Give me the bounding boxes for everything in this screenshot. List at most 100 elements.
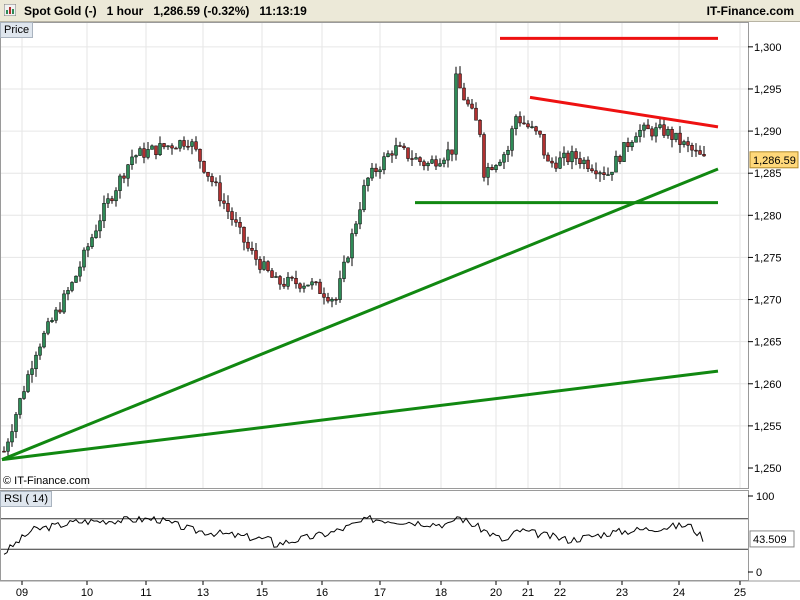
price-tick-label: 1,270 xyxy=(754,295,782,307)
time-tick-label: 17 xyxy=(374,587,386,599)
candle-body xyxy=(618,155,622,162)
trendlines xyxy=(1,36,719,462)
candle-body xyxy=(226,203,230,212)
candle-body xyxy=(530,126,534,128)
candle-body xyxy=(658,124,662,128)
candle-body xyxy=(270,270,274,278)
candle-body xyxy=(578,158,582,165)
candle-body xyxy=(506,150,510,155)
last-price-value: 1,286.59 xyxy=(753,155,796,167)
rsi-line xyxy=(3,514,704,555)
time-tick-label: 21 xyxy=(522,587,534,599)
candle-body xyxy=(682,141,686,145)
candle-body xyxy=(130,156,134,165)
candle-body xyxy=(170,145,174,149)
candle-body xyxy=(518,116,522,124)
candle-body xyxy=(326,297,330,302)
candle-body xyxy=(358,209,362,225)
time-tick-label: 22 xyxy=(554,587,566,599)
candle-body xyxy=(242,226,246,243)
candle-body xyxy=(450,149,454,155)
candle-body xyxy=(582,159,586,165)
rsi-tick-label: 100 xyxy=(756,491,774,503)
candle-body xyxy=(22,391,26,399)
candle-body xyxy=(338,278,342,300)
candle-body xyxy=(78,266,82,277)
candle-body xyxy=(262,261,266,270)
chart-title: Spot Gold (-) 1 hour 1,286.59 (-0.32%) 1… xyxy=(24,4,307,18)
time-tick-label: 23 xyxy=(616,587,628,599)
time-tick-label: 25 xyxy=(734,587,746,599)
candle-body xyxy=(178,140,182,149)
candle-body xyxy=(550,160,554,164)
candle-body xyxy=(410,158,414,160)
candle-body xyxy=(162,143,166,148)
time-tick-label: 11 xyxy=(140,587,151,599)
price-tick-label: 1,300 xyxy=(754,42,782,54)
last-price-badge xyxy=(749,151,799,169)
candle-body xyxy=(678,132,682,145)
candle-body xyxy=(362,185,366,211)
candle-body xyxy=(498,161,502,166)
candle-body xyxy=(594,170,598,175)
candle-body xyxy=(390,153,394,156)
price-axis-ticks: 1,250 1,255 1,260 1,265 1,270 1,275 1,280 1,285… xyxy=(748,42,782,475)
candle-body xyxy=(542,133,546,156)
candle-body xyxy=(106,198,110,204)
candle-body xyxy=(222,200,226,204)
candle-body xyxy=(382,156,386,171)
candle-body xyxy=(494,165,498,170)
candle-body xyxy=(430,159,434,164)
site-name: IT-Finance.com xyxy=(706,4,794,18)
candle-body xyxy=(274,276,278,278)
candle-body xyxy=(314,281,318,284)
candle-body xyxy=(54,309,58,321)
candle-body xyxy=(290,276,294,279)
candle-body xyxy=(46,321,50,334)
price-tick-label: 1,285 xyxy=(754,168,782,180)
price-tick-label: 1,265 xyxy=(754,337,782,349)
candle-body xyxy=(434,159,438,167)
candle-body xyxy=(566,152,570,163)
candle-body xyxy=(42,332,46,348)
candle-body xyxy=(402,145,406,149)
rsi-panel-frame xyxy=(0,490,749,581)
candle-body xyxy=(354,223,358,234)
candle-body xyxy=(70,282,74,291)
rsi-panel-label: RSI ( 14) xyxy=(0,491,53,507)
candle-body xyxy=(702,154,706,157)
value-badges: 1,286.59 43.509 xyxy=(749,151,799,548)
candle-body xyxy=(614,155,618,173)
panel-frames xyxy=(0,22,800,582)
candle-body xyxy=(466,99,470,105)
candle-body xyxy=(462,87,466,101)
support-trendline xyxy=(1,369,719,462)
candle-body xyxy=(138,148,142,156)
candle-body xyxy=(458,73,462,89)
candle-body xyxy=(562,152,566,159)
candle-body xyxy=(558,157,562,169)
candle-body xyxy=(90,237,94,247)
time-tick-label: 24 xyxy=(673,587,685,599)
candle-body xyxy=(514,116,518,130)
resistance-trendline xyxy=(529,95,719,129)
candle-body xyxy=(478,119,482,135)
candle-body xyxy=(470,103,474,109)
candle-body xyxy=(570,151,574,163)
candle-body xyxy=(442,159,446,164)
candle-body xyxy=(282,283,286,287)
candle-body xyxy=(214,181,218,184)
candle-body xyxy=(122,175,126,179)
candle-body xyxy=(118,175,122,191)
candle-body xyxy=(294,277,298,285)
candle-body xyxy=(182,140,186,147)
candle-body xyxy=(234,219,238,223)
candle-body xyxy=(690,145,694,151)
candle-body xyxy=(670,129,674,140)
candle-body xyxy=(662,124,666,136)
candle-body xyxy=(258,259,262,270)
candle-body xyxy=(142,148,146,158)
candle-body xyxy=(446,149,450,161)
candle-body xyxy=(166,145,170,148)
candle-body xyxy=(194,141,198,150)
